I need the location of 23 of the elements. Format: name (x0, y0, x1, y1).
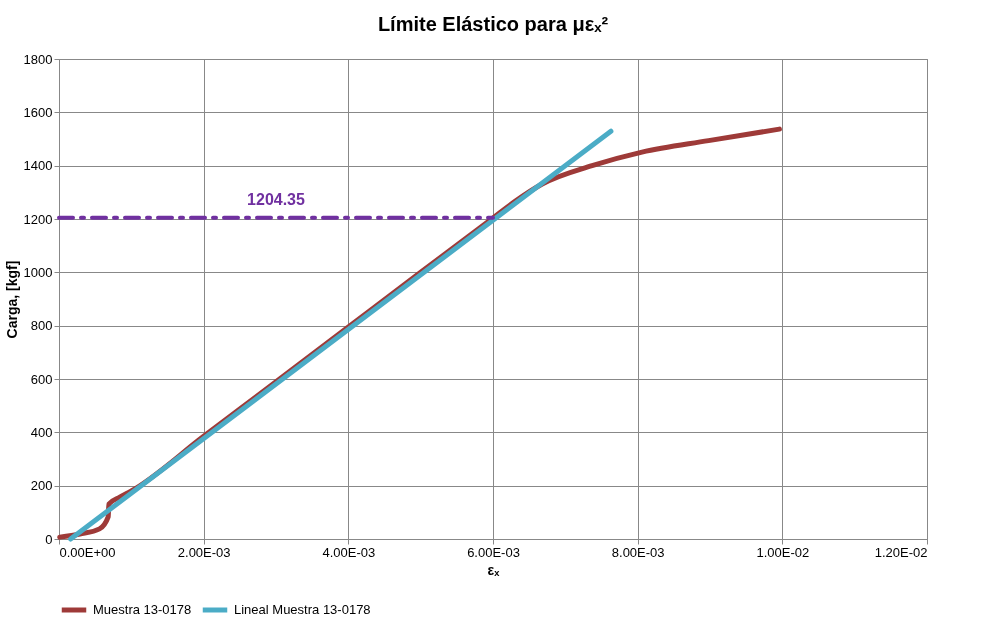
x-tick-label: 4.00E-03 (322, 544, 376, 560)
y-axis-title: Carga, [kgf] (3, 260, 20, 339)
legend-label: Lineal Muestra 13-0178 (234, 602, 371, 617)
x-tick-label: 6.00E-03 (467, 544, 520, 560)
x-tick-label: 0.00E+00 (59, 544, 116, 560)
y-tick-label: 1000 (23, 264, 53, 280)
y-tick-label: 1600 (23, 104, 53, 120)
y-tick-label: 1800 (23, 51, 53, 67)
x-axis-title: εₓ (487, 561, 501, 578)
y-tick-label: 1200 (23, 211, 53, 227)
y-tick-label: 400 (30, 424, 53, 440)
legend-label: Muestra 13-0178 (93, 602, 192, 617)
x-tick-label: 1.20E-02 (874, 544, 928, 560)
x-tick-label: 2.00E-03 (177, 544, 231, 560)
chart-title: Límite Elástico para μεₓ² (377, 13, 609, 35)
y-tick-label: 200 (30, 478, 53, 494)
y-tick-label: 800 (30, 318, 53, 334)
y-tick-label: 0 (45, 531, 53, 547)
y-tick-label: 1400 (23, 158, 53, 174)
x-tick-label: 1.00E-02 (756, 544, 810, 560)
annotation: 1204.35 (247, 190, 306, 208)
x-tick-label: 8.00E-03 (611, 544, 665, 560)
y-tick-label: 600 (30, 371, 53, 387)
